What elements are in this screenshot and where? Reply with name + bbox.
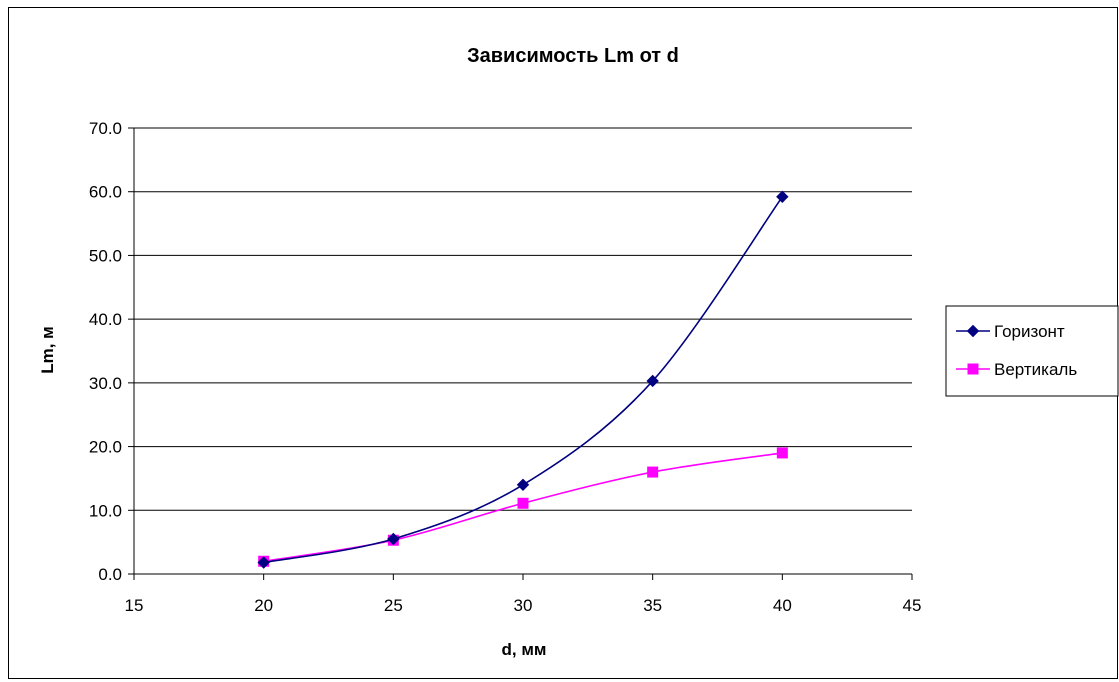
legend-label: Горизонт bbox=[994, 322, 1065, 341]
x-axis-title: d, мм bbox=[502, 640, 547, 659]
legend-box bbox=[945, 305, 1119, 397]
x-tick-label: 45 bbox=[903, 596, 922, 615]
y-tick-label: 10.0 bbox=[89, 501, 122, 520]
chart-title: Зависимость Lm от d bbox=[467, 45, 679, 67]
data-point bbox=[516, 478, 530, 492]
x-tick-label: 25 bbox=[384, 596, 403, 615]
series-1 bbox=[257, 190, 789, 569]
x-tick-label: 35 bbox=[643, 596, 662, 615]
data-point bbox=[647, 466, 659, 478]
data-point bbox=[387, 532, 400, 546]
data-point bbox=[646, 374, 659, 388]
data-series bbox=[257, 190, 789, 569]
y-tick-label: 70.0 bbox=[89, 119, 122, 138]
legend-label: Вертикаль bbox=[994, 360, 1077, 379]
series-2 bbox=[258, 447, 788, 567]
y-tick-label: 60.0 bbox=[89, 183, 122, 202]
series-line bbox=[263, 196, 783, 564]
gridlines bbox=[134, 127, 912, 511]
x-tick-label: 15 bbox=[125, 596, 144, 615]
legend: Горизонт Вертикаль bbox=[945, 305, 1119, 397]
legend-marker bbox=[966, 324, 980, 338]
axes bbox=[128, 127, 913, 580]
y-axis-title: Lm, м bbox=[38, 326, 57, 374]
data-point bbox=[517, 497, 529, 509]
y-tick-label: 30.0 bbox=[89, 374, 122, 393]
data-point bbox=[776, 447, 788, 459]
x-tick-label: 20 bbox=[254, 596, 273, 615]
data-point bbox=[776, 190, 789, 204]
y-tick-label: 0.0 bbox=[98, 565, 122, 584]
x-tick-label: 40 bbox=[773, 596, 792, 615]
chart-frame bbox=[8, 7, 1118, 679]
legend-marker bbox=[967, 363, 979, 375]
data-point bbox=[257, 556, 270, 569]
tick-labels: 0.0 10.0 20.0 30.0 40.0 50.0 60.0 70.0 15 20 25 30 3… bbox=[89, 119, 922, 615]
y-tick-label: 20.0 bbox=[89, 438, 122, 457]
y-tick-label: 40.0 bbox=[89, 310, 122, 329]
x-tick-label: 30 bbox=[514, 596, 533, 615]
y-tick-label: 50.0 bbox=[89, 246, 122, 265]
